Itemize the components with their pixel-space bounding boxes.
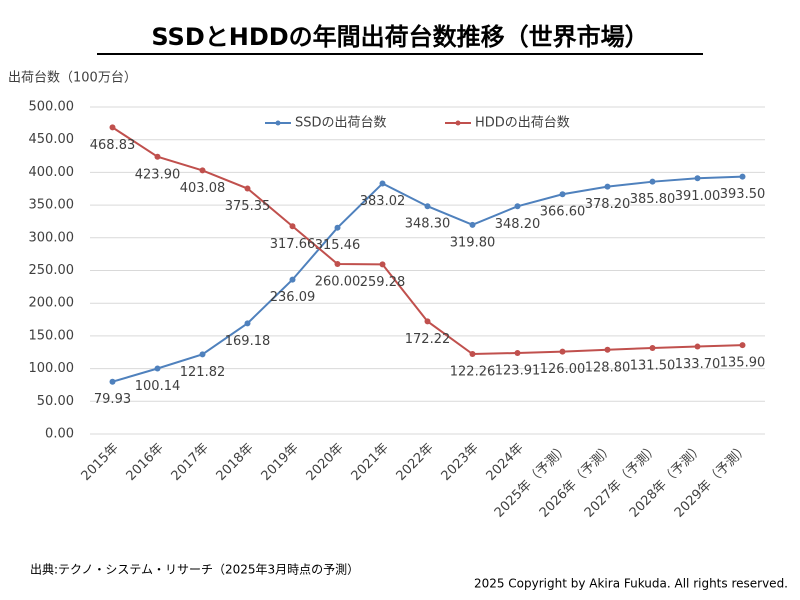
data-point <box>604 183 611 190</box>
legend-marker <box>275 120 281 126</box>
data-point <box>604 346 611 353</box>
data-point <box>559 191 566 198</box>
x-tick-label: 2016年 <box>124 441 167 484</box>
data-point <box>424 318 431 325</box>
data-label: 169.18 <box>225 334 271 349</box>
data-point <box>469 221 476 228</box>
data-point <box>379 180 386 187</box>
data-point <box>334 260 341 267</box>
y-tick-label: 350.00 <box>29 198 75 213</box>
legend-label: HDDの出荷台数 <box>475 116 570 131</box>
data-label: 172.22 <box>405 332 451 347</box>
data-point <box>199 351 206 358</box>
data-label: 383.02 <box>360 194 406 209</box>
x-tick-label: 2024年 <box>484 441 527 484</box>
y-axis-label: 出荷台数（100万台） <box>8 71 137 86</box>
data-label: 319.80 <box>450 235 496 250</box>
data-point <box>559 348 566 355</box>
y-tick-label: 250.00 <box>29 263 75 278</box>
data-point <box>379 261 386 268</box>
data-label: 348.30 <box>405 217 451 232</box>
x-tick-label: 2023年 <box>439 441 482 484</box>
legend-marker <box>455 120 461 126</box>
y-tick-label: 100.00 <box>29 361 75 376</box>
data-point <box>109 378 116 385</box>
data-point <box>469 351 476 358</box>
y-tick-label: 150.00 <box>29 328 75 343</box>
data-point <box>424 203 431 210</box>
data-label: 315.46 <box>315 238 361 253</box>
data-label: 121.82 <box>180 365 226 380</box>
y-tick-label: 300.00 <box>29 230 75 245</box>
x-tick-label: 2022年 <box>394 441 437 484</box>
data-label: 100.14 <box>135 379 181 394</box>
data-label: 131.50 <box>630 358 676 373</box>
data-point <box>289 276 296 283</box>
y-tick-label: 50.00 <box>37 394 74 409</box>
y-tick-label: 400.00 <box>29 165 75 180</box>
data-label: 236.09 <box>270 290 316 305</box>
data-label: 135.90 <box>720 356 766 371</box>
data-point <box>244 320 251 327</box>
data-point <box>694 343 701 350</box>
data-point <box>739 173 746 180</box>
copyright: 2025 Copyright by Akira Fukuda. All righ… <box>474 577 788 591</box>
data-label: 385.80 <box>630 192 676 207</box>
data-label: 366.60 <box>540 205 586 220</box>
x-tick-label: 2020年 <box>304 441 347 484</box>
x-tick-label: 2019年 <box>259 441 302 484</box>
data-point <box>334 224 341 231</box>
data-label: 403.08 <box>180 181 226 196</box>
data-label: 122.26 <box>450 365 496 380</box>
y-tick-label: 500.00 <box>29 100 75 115</box>
legend-label: SSDの出荷台数 <box>295 116 387 131</box>
data-label: 468.83 <box>90 138 136 153</box>
data-label: 393.50 <box>720 187 766 202</box>
data-label: 423.90 <box>135 167 181 182</box>
data-label: 128.80 <box>585 360 631 375</box>
data-point <box>694 175 701 182</box>
chart-title: SSDとHDDの年間出荷台数推移（世界市場） <box>151 23 648 51</box>
y-tick-label: 0.00 <box>45 427 74 442</box>
data-label: 133.70 <box>675 357 721 372</box>
data-point <box>289 223 296 230</box>
x-tick-label: 2021年 <box>349 441 392 484</box>
source-note: 出典:テクノ・システム・リサーチ（2025年3月時点の予測） <box>30 563 359 577</box>
data-label: 348.20 <box>495 217 541 232</box>
data-label: 391.00 <box>675 189 721 204</box>
data-point <box>649 178 656 185</box>
data-point <box>154 153 161 160</box>
data-label: 123.91 <box>495 363 541 378</box>
x-tick-label: 2018年 <box>214 441 257 484</box>
data-point <box>649 344 656 351</box>
data-label: 375.35 <box>225 199 271 214</box>
x-tick-label: 2015年 <box>79 441 122 484</box>
data-label: 259.28 <box>360 275 406 290</box>
data-point <box>739 342 746 349</box>
data-label: 378.20 <box>585 197 631 212</box>
data-label: 260.00 <box>315 274 361 289</box>
y-tick-label: 200.00 <box>29 296 75 311</box>
data-point <box>514 203 521 210</box>
data-label: 126.00 <box>540 362 586 377</box>
data-point <box>154 365 161 372</box>
data-label: 79.93 <box>94 392 131 407</box>
data-point <box>109 124 116 131</box>
data-point <box>199 167 206 174</box>
y-tick-label: 450.00 <box>29 132 75 147</box>
x-tick-label: 2017年 <box>169 441 212 484</box>
data-label: 317.66 <box>270 237 316 252</box>
data-point <box>244 185 251 192</box>
data-point <box>514 349 521 356</box>
